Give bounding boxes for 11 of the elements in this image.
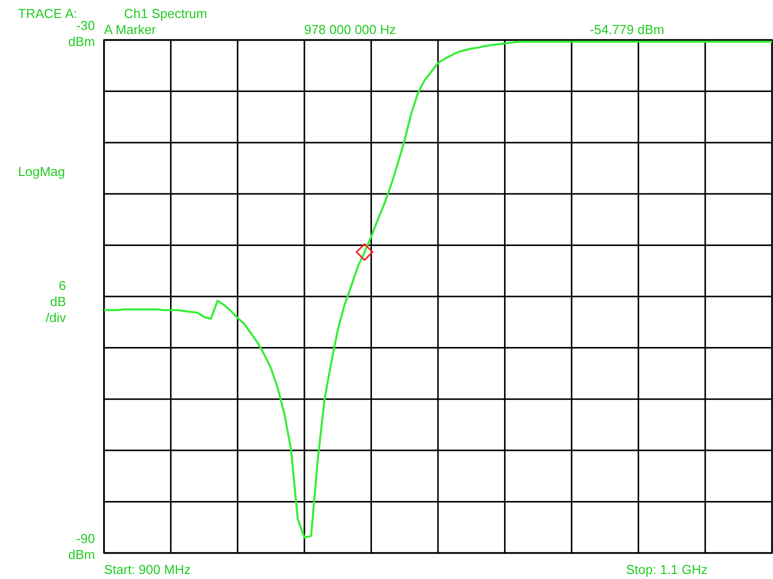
y-tick-label: -90 dBm (68, 531, 95, 562)
text: Stop: 1.1 GHz (626, 562, 708, 577)
y-tick-label: -30 dBm (68, 18, 95, 49)
text: A Marker (104, 22, 157, 37)
text: TRACE A: (18, 6, 78, 21)
chart-title: Ch1 Spectrum (124, 6, 208, 21)
text: 978 000 000 Hz (304, 22, 396, 37)
text: -54.779 dBm (590, 22, 664, 37)
text: LogMag (18, 164, 65, 179)
text: Start: 900 MHz (104, 562, 191, 577)
text: 6 dB /div (46, 278, 66, 325)
